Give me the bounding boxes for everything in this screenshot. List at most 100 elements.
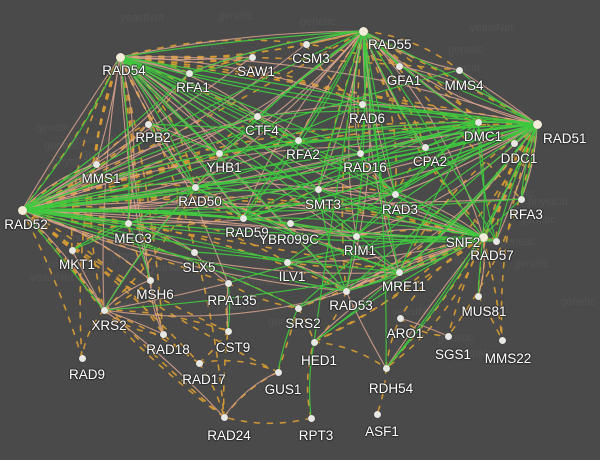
node-rdh54[interactable]	[382, 364, 390, 372]
node-hed1[interactable]	[310, 338, 318, 346]
node-gus1[interactable]	[274, 368, 282, 376]
edge-physical	[223, 371, 279, 418]
node-rad24[interactable]	[220, 413, 228, 421]
node-gfa1[interactable]	[395, 62, 403, 70]
node-saw1[interactable]	[248, 53, 256, 61]
edge-physical	[119, 30, 364, 58]
edge-yeastNet	[297, 121, 479, 141]
edge-yeastNet	[286, 261, 347, 292]
edge-yeastNet	[359, 121, 479, 154]
node-rad9[interactable]	[78, 354, 86, 362]
node-rad17[interactable]	[195, 359, 203, 367]
node-ddc1[interactable]	[510, 139, 518, 147]
node-mms22[interactable]	[498, 336, 506, 344]
edge-yeastNet	[398, 236, 484, 273]
edge-genetic	[297, 307, 315, 343]
node-rad51[interactable]	[532, 119, 542, 129]
node-rpt3[interactable]	[307, 414, 315, 422]
node-snf2[interactable]	[478, 232, 488, 242]
node-rfa1[interactable]	[185, 69, 193, 77]
node-xrs2[interactable]	[100, 306, 108, 314]
node-rad57[interactable]	[492, 237, 500, 245]
node-rad55[interactable]	[358, 26, 368, 36]
edge-yeastNet	[21, 209, 299, 309]
edge-genetic	[90, 56, 121, 311]
node-rad3[interactable]	[391, 190, 399, 198]
node-msh6[interactable]	[146, 276, 154, 284]
node-yhb1[interactable]	[215, 149, 223, 157]
node-srs2[interactable]	[294, 304, 302, 312]
node-rad54[interactable]	[115, 52, 125, 62]
edge-genetic	[227, 282, 299, 309]
node-rad16[interactable]	[356, 149, 364, 157]
edge-genetic	[500, 123, 538, 341]
edge-yeastNet	[297, 123, 538, 309]
node-cst9[interactable]	[224, 327, 232, 335]
edge-physical	[119, 56, 164, 335]
node-rad59[interactable]	[239, 214, 247, 222]
edge-yeastNet	[119, 56, 319, 190]
node-smt3[interactable]	[314, 185, 322, 193]
edge-yeastNet	[127, 222, 151, 281]
edge-yeastNet	[345, 30, 366, 292]
edge-yeastNet	[305, 30, 364, 45]
edge-yeastNet	[458, 69, 538, 125]
node-mms1[interactable]	[92, 160, 100, 168]
edge-genetic	[81, 309, 105, 359]
node-dmc1[interactable]	[474, 118, 482, 126]
node-rad53[interactable]	[342, 287, 350, 295]
edge-genetic	[376, 367, 387, 415]
edge-yeastNet	[21, 209, 497, 243]
node-sgs1[interactable]	[444, 332, 452, 340]
node-rad18[interactable]	[159, 330, 167, 338]
edge-genetic	[385, 317, 401, 369]
edge-genetic	[21, 115, 258, 211]
edge-genetic	[362, 30, 479, 123]
node-ctf4[interactable]	[253, 112, 261, 120]
node-rad6[interactable]	[358, 100, 366, 108]
node-aro1[interactable]	[396, 314, 404, 322]
node-rim1[interactable]	[352, 232, 360, 240]
node-mus81[interactable]	[474, 292, 482, 300]
node-ybr099c[interactable]	[286, 219, 294, 227]
node-rpb2[interactable]	[144, 120, 152, 128]
node-rfa2[interactable]	[294, 136, 302, 144]
node-cpa2[interactable]	[421, 143, 429, 151]
edge-yeastNet	[147, 123, 196, 188]
edge-genetic	[198, 330, 229, 364]
edge-genetic	[477, 123, 538, 297]
edge-physical	[71, 249, 105, 311]
edge-yeastNet	[71, 186, 196, 251]
edge-yeastNet	[21, 209, 347, 292]
node-rad50[interactable]	[191, 183, 199, 191]
edge-physical	[362, 30, 426, 148]
node-slx5[interactable]	[190, 248, 198, 256]
edge-physical	[399, 317, 449, 337]
edge-physical	[21, 56, 121, 211]
edge-yeastNet	[119, 56, 400, 273]
edge-yeastNet	[21, 30, 364, 211]
edge-yeastNet	[385, 123, 538, 369]
edge-genetic	[385, 236, 484, 369]
edge-genetic	[79, 56, 121, 359]
edge-yeastNet	[385, 236, 484, 369]
node-ilv1[interactable]	[283, 258, 291, 266]
node-mec3[interactable]	[124, 219, 132, 227]
node-mms4[interactable]	[455, 66, 463, 74]
node-rpa135[interactable]	[224, 279, 232, 287]
edge-genetic	[345, 123, 538, 292]
edge-yeastNet	[127, 222, 195, 253]
edge-physical	[297, 30, 364, 141]
edge-yeastNet	[119, 56, 396, 195]
node-mre11[interactable]	[395, 268, 403, 276]
node-csm3[interactable]	[302, 40, 310, 48]
node-rad52[interactable]	[17, 205, 27, 215]
node-asf1[interactable]	[373, 410, 381, 418]
edge-physical	[21, 181, 319, 211]
node-rfa3[interactable]	[517, 195, 525, 203]
edge-yeastNet	[194, 186, 400, 273]
edge-genetic	[305, 43, 363, 105]
node-mkt1[interactable]	[68, 246, 76, 254]
